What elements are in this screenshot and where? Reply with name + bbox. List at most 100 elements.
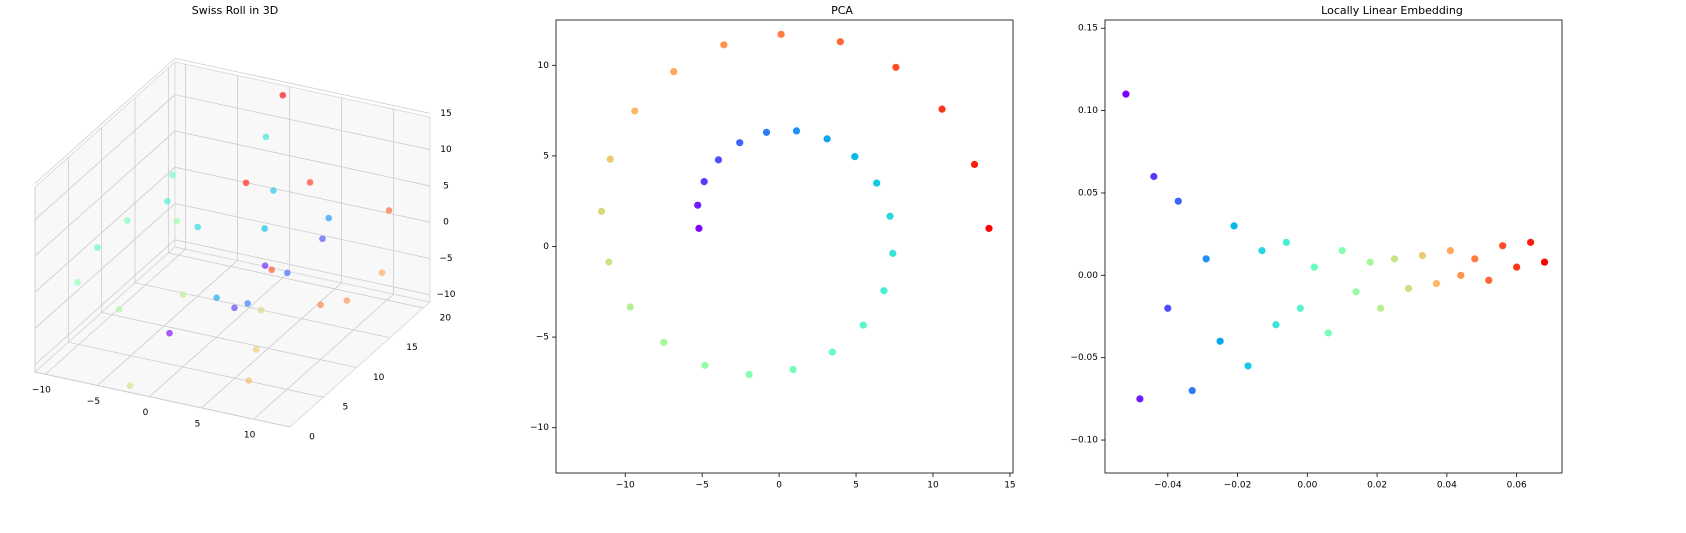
point	[268, 266, 275, 274]
point	[94, 244, 101, 251]
grid-line	[34, 94, 431, 220]
point	[670, 68, 678, 76]
point	[626, 303, 634, 311]
point	[115, 306, 123, 313]
point	[777, 30, 785, 38]
point	[701, 361, 709, 369]
x-tick-label: 0	[776, 481, 782, 491]
x-tick-label: −5	[696, 481, 709, 491]
z-tick-label: 10	[440, 145, 452, 155]
point	[74, 279, 81, 286]
point	[1164, 304, 1172, 312]
y-tick-label: 5	[543, 151, 549, 161]
point	[938, 105, 946, 113]
point	[823, 135, 831, 143]
point	[886, 212, 894, 220]
point	[343, 297, 351, 304]
point	[124, 217, 131, 224]
y-tick-label: 0	[309, 433, 315, 443]
point	[792, 127, 801, 135]
point	[1527, 238, 1535, 246]
point	[1540, 258, 1549, 266]
point	[317, 301, 324, 309]
x-tick-label: −0.02	[1224, 481, 1252, 491]
y-tick-label: −0.10	[1070, 436, 1098, 446]
point	[213, 294, 220, 302]
point	[789, 365, 797, 374]
point	[1499, 242, 1507, 250]
x-tick-label: −10	[32, 386, 51, 396]
grid-line	[34, 166, 431, 293]
point	[242, 179, 250, 187]
grid-line	[34, 203, 431, 329]
y-tick-label: −5	[536, 333, 549, 343]
point	[694, 201, 702, 209]
point	[245, 377, 253, 384]
point	[720, 41, 728, 49]
y-tick-label: −0.05	[1070, 353, 1098, 363]
y-tick-label: 20	[440, 313, 452, 323]
point	[1136, 395, 1144, 403]
point	[169, 171, 176, 179]
grid-line	[97, 75, 238, 386]
y-tick-label: 5	[342, 403, 348, 413]
grid-line	[134, 97, 391, 339]
point	[605, 258, 613, 266]
point	[1366, 258, 1374, 266]
point	[284, 269, 291, 277]
point	[985, 224, 993, 232]
y-tick-label: 15	[406, 343, 417, 353]
point	[252, 346, 260, 353]
point	[166, 329, 173, 337]
axes-frame	[555, 19, 1014, 474]
point	[1202, 255, 1210, 263]
point	[1282, 238, 1291, 246]
grid-line	[45, 64, 186, 375]
point	[762, 128, 771, 136]
x-tick-label: 10	[244, 431, 256, 441]
point	[1324, 329, 1332, 337]
grid-line	[253, 109, 394, 420]
point	[262, 133, 270, 141]
x-tick-label: 5	[853, 481, 859, 491]
x-tick-label: 10	[927, 481, 939, 491]
point	[1230, 222, 1238, 230]
point	[606, 155, 614, 163]
chart-title: Locally Linear Embedding	[1321, 4, 1463, 17]
point	[306, 179, 314, 186]
point	[880, 287, 888, 295]
point	[828, 348, 836, 356]
y-tick-label: −10	[530, 423, 549, 433]
point	[597, 207, 606, 215]
point	[261, 262, 269, 270]
point	[970, 160, 979, 169]
point	[378, 269, 386, 277]
z-tick-label: 5	[443, 181, 449, 191]
z-tick-label: 15	[440, 109, 451, 119]
point	[179, 291, 187, 298]
point	[714, 156, 723, 164]
z-tick-label: −10	[437, 290, 456, 300]
point	[319, 235, 326, 243]
point	[1258, 247, 1266, 255]
point	[1390, 255, 1399, 263]
point	[244, 300, 251, 307]
grid-line	[201, 97, 342, 409]
point	[1485, 276, 1493, 284]
chart-title: Swiss Roll in 3D	[192, 4, 278, 17]
point	[1216, 337, 1224, 345]
point	[745, 370, 753, 379]
point	[1457, 271, 1465, 279]
point	[1150, 172, 1158, 181]
point	[851, 153, 859, 161]
point	[1418, 251, 1427, 260]
y-tick-label: 0.10	[1078, 106, 1098, 116]
y-tick-label: 0	[543, 242, 549, 252]
point	[1122, 90, 1130, 98]
point	[194, 223, 202, 231]
point	[873, 179, 881, 187]
point	[1352, 288, 1360, 296]
point	[889, 249, 897, 257]
x-tick-label: −5	[87, 397, 100, 407]
x-tick-label: 0.00	[1297, 481, 1317, 491]
